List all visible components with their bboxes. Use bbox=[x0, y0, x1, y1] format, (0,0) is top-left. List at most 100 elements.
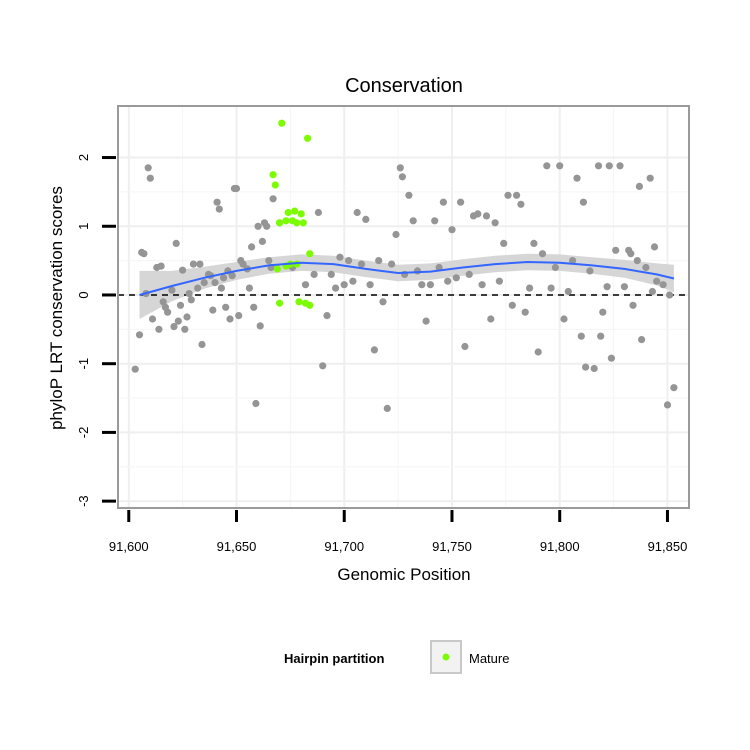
data-point bbox=[398, 173, 406, 181]
data-point bbox=[323, 312, 331, 320]
mature-point bbox=[273, 265, 281, 273]
data-point bbox=[491, 219, 499, 227]
data-point bbox=[582, 363, 590, 371]
data-point bbox=[164, 308, 172, 316]
data-point bbox=[413, 267, 422, 275]
data-point bbox=[263, 222, 271, 230]
data-point bbox=[336, 253, 344, 261]
data-point bbox=[228, 272, 236, 280]
data-point bbox=[213, 198, 221, 206]
x-tick-label: 91,850 bbox=[648, 539, 688, 554]
mature-point bbox=[299, 219, 307, 227]
data-point bbox=[513, 191, 521, 199]
mature-point bbox=[293, 219, 301, 227]
y-tick-label: -2 bbox=[76, 427, 91, 439]
data-point bbox=[426, 281, 434, 289]
y-tick-label: 0 bbox=[76, 291, 91, 298]
data-point bbox=[616, 162, 624, 170]
data-point bbox=[627, 250, 635, 258]
data-point bbox=[666, 291, 674, 299]
data-point bbox=[155, 325, 163, 333]
data-point bbox=[379, 298, 387, 306]
data-point bbox=[146, 174, 154, 182]
mature-point bbox=[276, 299, 284, 307]
y-tick-label: 1 bbox=[76, 223, 91, 230]
data-point bbox=[189, 260, 197, 268]
data-point bbox=[248, 243, 256, 251]
x-tick-label: 91,800 bbox=[540, 539, 580, 554]
mature-point bbox=[271, 181, 279, 189]
y-tick-label: -3 bbox=[76, 495, 91, 507]
data-point bbox=[629, 301, 637, 309]
x-tick-label: 91,650 bbox=[217, 539, 257, 554]
data-point bbox=[457, 198, 465, 206]
data-point bbox=[495, 277, 503, 285]
data-point bbox=[265, 257, 273, 265]
legend-label-mature: Mature bbox=[469, 651, 509, 666]
data-point bbox=[217, 284, 225, 292]
plot-border bbox=[117, 105, 690, 509]
data-point bbox=[569, 257, 577, 265]
data-point bbox=[431, 217, 439, 225]
data-point bbox=[646, 174, 654, 182]
data-point bbox=[648, 287, 657, 296]
data-point bbox=[209, 306, 217, 314]
data-point bbox=[448, 226, 456, 234]
data-point bbox=[362, 215, 370, 223]
data-point bbox=[620, 283, 629, 291]
data-point bbox=[144, 164, 152, 172]
data-point bbox=[659, 281, 667, 289]
data-point bbox=[612, 246, 620, 254]
data-point bbox=[239, 260, 247, 268]
data-point bbox=[131, 365, 139, 373]
data-point bbox=[526, 284, 534, 292]
data-point bbox=[172, 239, 180, 247]
data-point bbox=[215, 205, 223, 213]
data-point bbox=[599, 308, 607, 316]
y-tick-label: -1 bbox=[76, 358, 91, 370]
data-point bbox=[534, 348, 542, 356]
mature-point bbox=[284, 208, 292, 217]
data-point bbox=[174, 317, 182, 325]
data-point bbox=[198, 340, 206, 349]
data-point bbox=[521, 308, 529, 316]
data-point bbox=[157, 262, 165, 270]
data-point bbox=[200, 279, 208, 287]
data-point bbox=[258, 237, 266, 245]
data-point bbox=[148, 315, 157, 323]
data-point bbox=[226, 315, 234, 323]
data-point bbox=[605, 162, 613, 170]
data-point bbox=[353, 208, 361, 217]
mature-point bbox=[282, 217, 290, 225]
y-tick-label: 2 bbox=[76, 154, 91, 161]
data-point bbox=[135, 331, 144, 339]
data-point bbox=[439, 198, 447, 206]
data-point bbox=[530, 239, 538, 247]
smooth-line bbox=[139, 260, 675, 296]
data-point bbox=[547, 284, 555, 292]
data-point bbox=[375, 257, 383, 265]
data-point bbox=[577, 332, 585, 340]
data-point bbox=[232, 184, 241, 193]
data-point bbox=[504, 191, 512, 199]
data-point bbox=[252, 399, 260, 408]
data-point bbox=[269, 195, 277, 203]
data-point bbox=[187, 296, 195, 304]
data-point bbox=[185, 290, 193, 298]
data-point bbox=[409, 217, 417, 225]
data-point bbox=[670, 384, 678, 392]
x-tick-label: 91,600 bbox=[109, 539, 149, 554]
chart-title: Conservation bbox=[345, 75, 463, 97]
mature-point bbox=[297, 210, 305, 218]
legend: Hairpin partition Mature bbox=[284, 640, 509, 674]
data-point bbox=[183, 313, 191, 321]
data-point bbox=[140, 250, 148, 258]
data-point bbox=[543, 162, 551, 170]
data-point bbox=[388, 260, 396, 268]
data-point bbox=[301, 281, 310, 289]
data-point bbox=[633, 257, 641, 265]
data-point bbox=[256, 322, 264, 330]
data-point bbox=[573, 174, 581, 182]
axes: 91,600 91,650 91,700 91,750 91,800 91,850 -3 -2… bbox=[76, 154, 687, 554]
